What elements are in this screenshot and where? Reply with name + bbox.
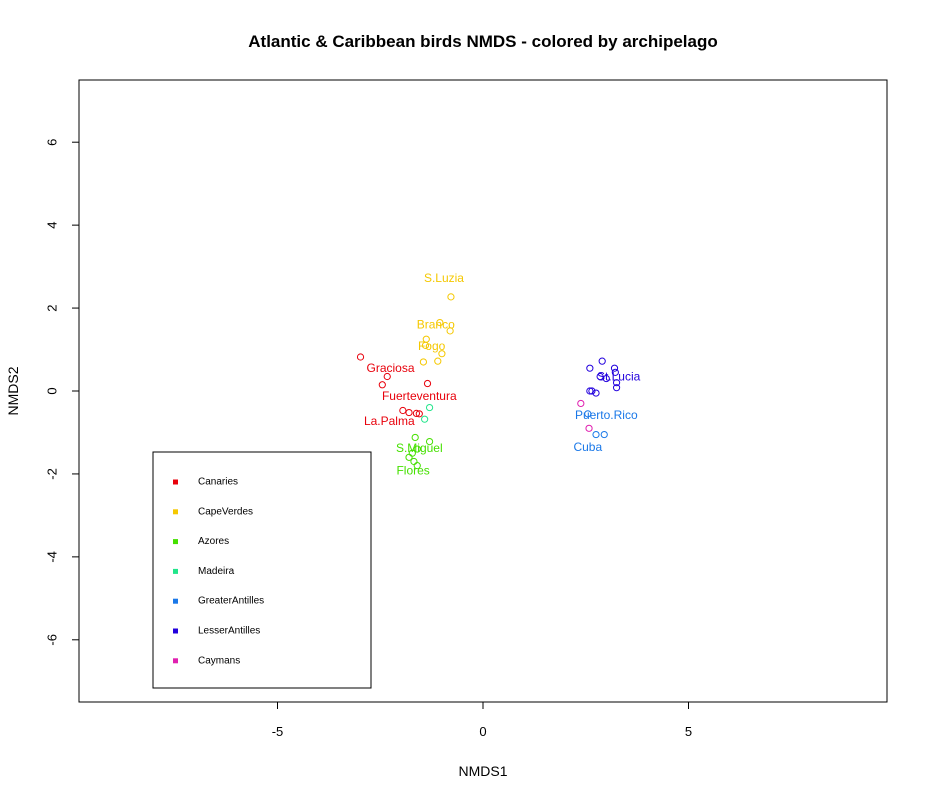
data-point	[412, 409, 421, 417]
chart-title: Atlantic & Caribbean birds NMDS - colore…	[248, 32, 717, 51]
legend-entry-label: GreaterAntilles	[198, 596, 264, 607]
data-point	[415, 410, 423, 418]
x-axis-label: NMDS1	[458, 763, 507, 779]
x-tick-label: -5	[272, 724, 284, 739]
data-point	[584, 410, 592, 418]
data-point	[600, 430, 608, 439]
y-tick-label: 0	[45, 387, 60, 394]
legend-swatch	[173, 509, 178, 515]
data-point	[383, 372, 391, 381]
data-point	[421, 341, 430, 349]
point-labels: Graciosa Fuerteventura La.Palma S.Luzia Bran…	[364, 271, 641, 477]
data-point	[598, 357, 606, 365]
data-point	[446, 327, 454, 335]
data-point	[585, 424, 593, 432]
data-point	[399, 406, 407, 415]
data-point	[612, 384, 621, 392]
data-point	[411, 433, 419, 442]
point-label: Branco	[417, 318, 455, 332]
data-point	[586, 387, 594, 395]
y-tick-label: 2	[45, 304, 60, 311]
y-axis: -6 -4 -2 0 2 4 6	[45, 139, 80, 646]
y-tick-label: 4	[45, 222, 60, 229]
data-point	[602, 374, 610, 383]
data-point	[413, 462, 421, 470]
data-point	[425, 437, 434, 446]
x-tick-label: 5	[685, 724, 692, 739]
point-label: Fuerteventura	[382, 389, 457, 403]
data-point	[405, 408, 413, 417]
data-point	[378, 381, 386, 389]
point-label: Graciosa	[367, 361, 415, 375]
y-tick-label: 6	[45, 139, 60, 146]
point-label: Flores	[396, 464, 429, 478]
legend-entry-label: Caymans	[198, 655, 240, 666]
legend-entry-label: LesserAntilles	[198, 626, 260, 637]
data-point	[592, 430, 600, 439]
data-point	[438, 350, 446, 358]
data-point	[577, 399, 585, 408]
y-tick-label: -4	[45, 551, 60, 563]
data-point	[588, 387, 596, 395]
data-point	[436, 318, 444, 327]
y-tick-label: -2	[45, 468, 60, 480]
data-point	[612, 379, 621, 387]
point-label: Fogo	[418, 339, 446, 353]
legend: Canaries CapeVerdes Azores Madeira GreaterAn…	[152, 451, 372, 689]
data-point	[596, 372, 604, 381]
data-point	[611, 368, 619, 376]
x-axis: -5 0 5	[272, 701, 692, 739]
data-point	[356, 353, 365, 361]
legend-swatch	[173, 568, 178, 574]
y-axis-label: NMDS2	[5, 366, 21, 415]
data-point	[423, 379, 432, 388]
data-point	[434, 357, 442, 365]
point-label: Puerto.Rico	[575, 408, 638, 422]
legend-swatch	[173, 658, 178, 664]
legend-entry-label: CapeVerdes	[198, 506, 253, 517]
legend-swatch	[173, 479, 178, 485]
data-point	[586, 364, 594, 372]
legend-box	[152, 451, 372, 689]
y-tick-label: -6	[45, 634, 60, 646]
point-label: Cuba	[573, 440, 602, 454]
legend-entry-label: Madeira	[198, 566, 235, 577]
data-point	[447, 293, 455, 301]
x-tick-label: 0	[479, 724, 486, 739]
data-point	[413, 445, 421, 453]
data-point	[405, 453, 413, 461]
point-label: S.Miguel	[396, 441, 443, 455]
legend-swatch	[173, 598, 178, 604]
data-point	[421, 415, 429, 423]
legend-swatch	[173, 539, 178, 545]
data-point	[592, 389, 600, 397]
legend-entry-label: Azores	[198, 536, 229, 547]
data-point	[425, 403, 434, 412]
point-label: St.Lucia	[597, 369, 641, 383]
data-point	[419, 358, 428, 366]
point-label: S.Luzia	[424, 271, 464, 285]
legend-swatch	[173, 628, 178, 634]
scatter-points	[356, 293, 621, 470]
legend-entry-label: Canaries	[198, 477, 238, 488]
point-label: La.Palma	[364, 414, 415, 428]
data-point	[610, 364, 619, 372]
